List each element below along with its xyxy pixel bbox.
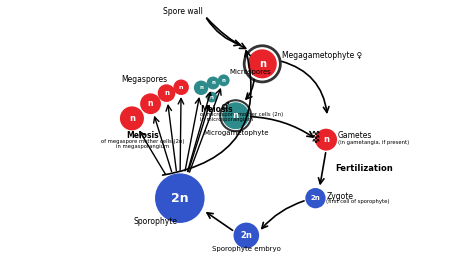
Circle shape [195,81,208,94]
Circle shape [219,75,229,85]
Text: Meiosis: Meiosis [200,105,232,114]
Text: Fertilization: Fertilization [335,164,392,173]
Text: n: n [259,59,266,69]
Text: Gametes: Gametes [337,131,372,140]
Text: in microsporangium: in microsporangium [200,117,253,122]
Circle shape [208,77,219,89]
Circle shape [156,174,204,222]
Circle shape [121,107,143,130]
Circle shape [234,223,258,247]
Text: n: n [129,114,135,123]
Text: n: n [164,90,169,96]
Text: Microgametophyte: Microgametophyte [203,130,268,136]
Text: 2n: 2n [171,192,189,205]
Text: Sporophyte: Sporophyte [134,217,178,226]
Text: 2n: 2n [310,195,320,201]
Circle shape [316,130,336,150]
Circle shape [244,46,280,82]
Text: n: n [211,81,215,85]
Text: n: n [179,85,183,90]
Text: Microspores: Microspores [229,69,271,75]
Text: Meiosis: Meiosis [126,131,159,140]
Text: ♂: ♂ [221,101,229,111]
Text: 2n: 2n [240,231,252,240]
Text: n: n [222,78,226,83]
Text: of megaspore mother cells (2n): of megaspore mother cells (2n) [101,139,184,144]
Text: n: n [323,135,329,144]
Circle shape [306,189,325,207]
Circle shape [207,93,216,102]
Text: Zygote: Zygote [327,192,354,201]
Text: n: n [199,85,203,90]
Text: (in gametangia, if present): (in gametangia, if present) [337,140,409,145]
Text: Sporophyte embryo: Sporophyte embryo [212,246,281,252]
Text: n: n [148,99,153,108]
Text: n: n [233,111,239,120]
Text: in megasporangium: in megasporangium [116,144,169,149]
Circle shape [220,100,251,131]
Circle shape [223,103,248,128]
Circle shape [174,80,188,94]
Circle shape [248,50,276,78]
Text: Spore wall: Spore wall [163,7,202,16]
Text: of microspore mother cells (2n): of microspore mother cells (2n) [200,113,283,117]
Text: n: n [210,95,214,99]
Text: (first cell of sporophyte): (first cell of sporophyte) [327,199,390,204]
Circle shape [141,94,160,113]
Text: Megaspores: Megaspores [121,75,167,84]
Circle shape [158,85,174,101]
Text: Megagametophyte ♀: Megagametophyte ♀ [282,51,362,60]
